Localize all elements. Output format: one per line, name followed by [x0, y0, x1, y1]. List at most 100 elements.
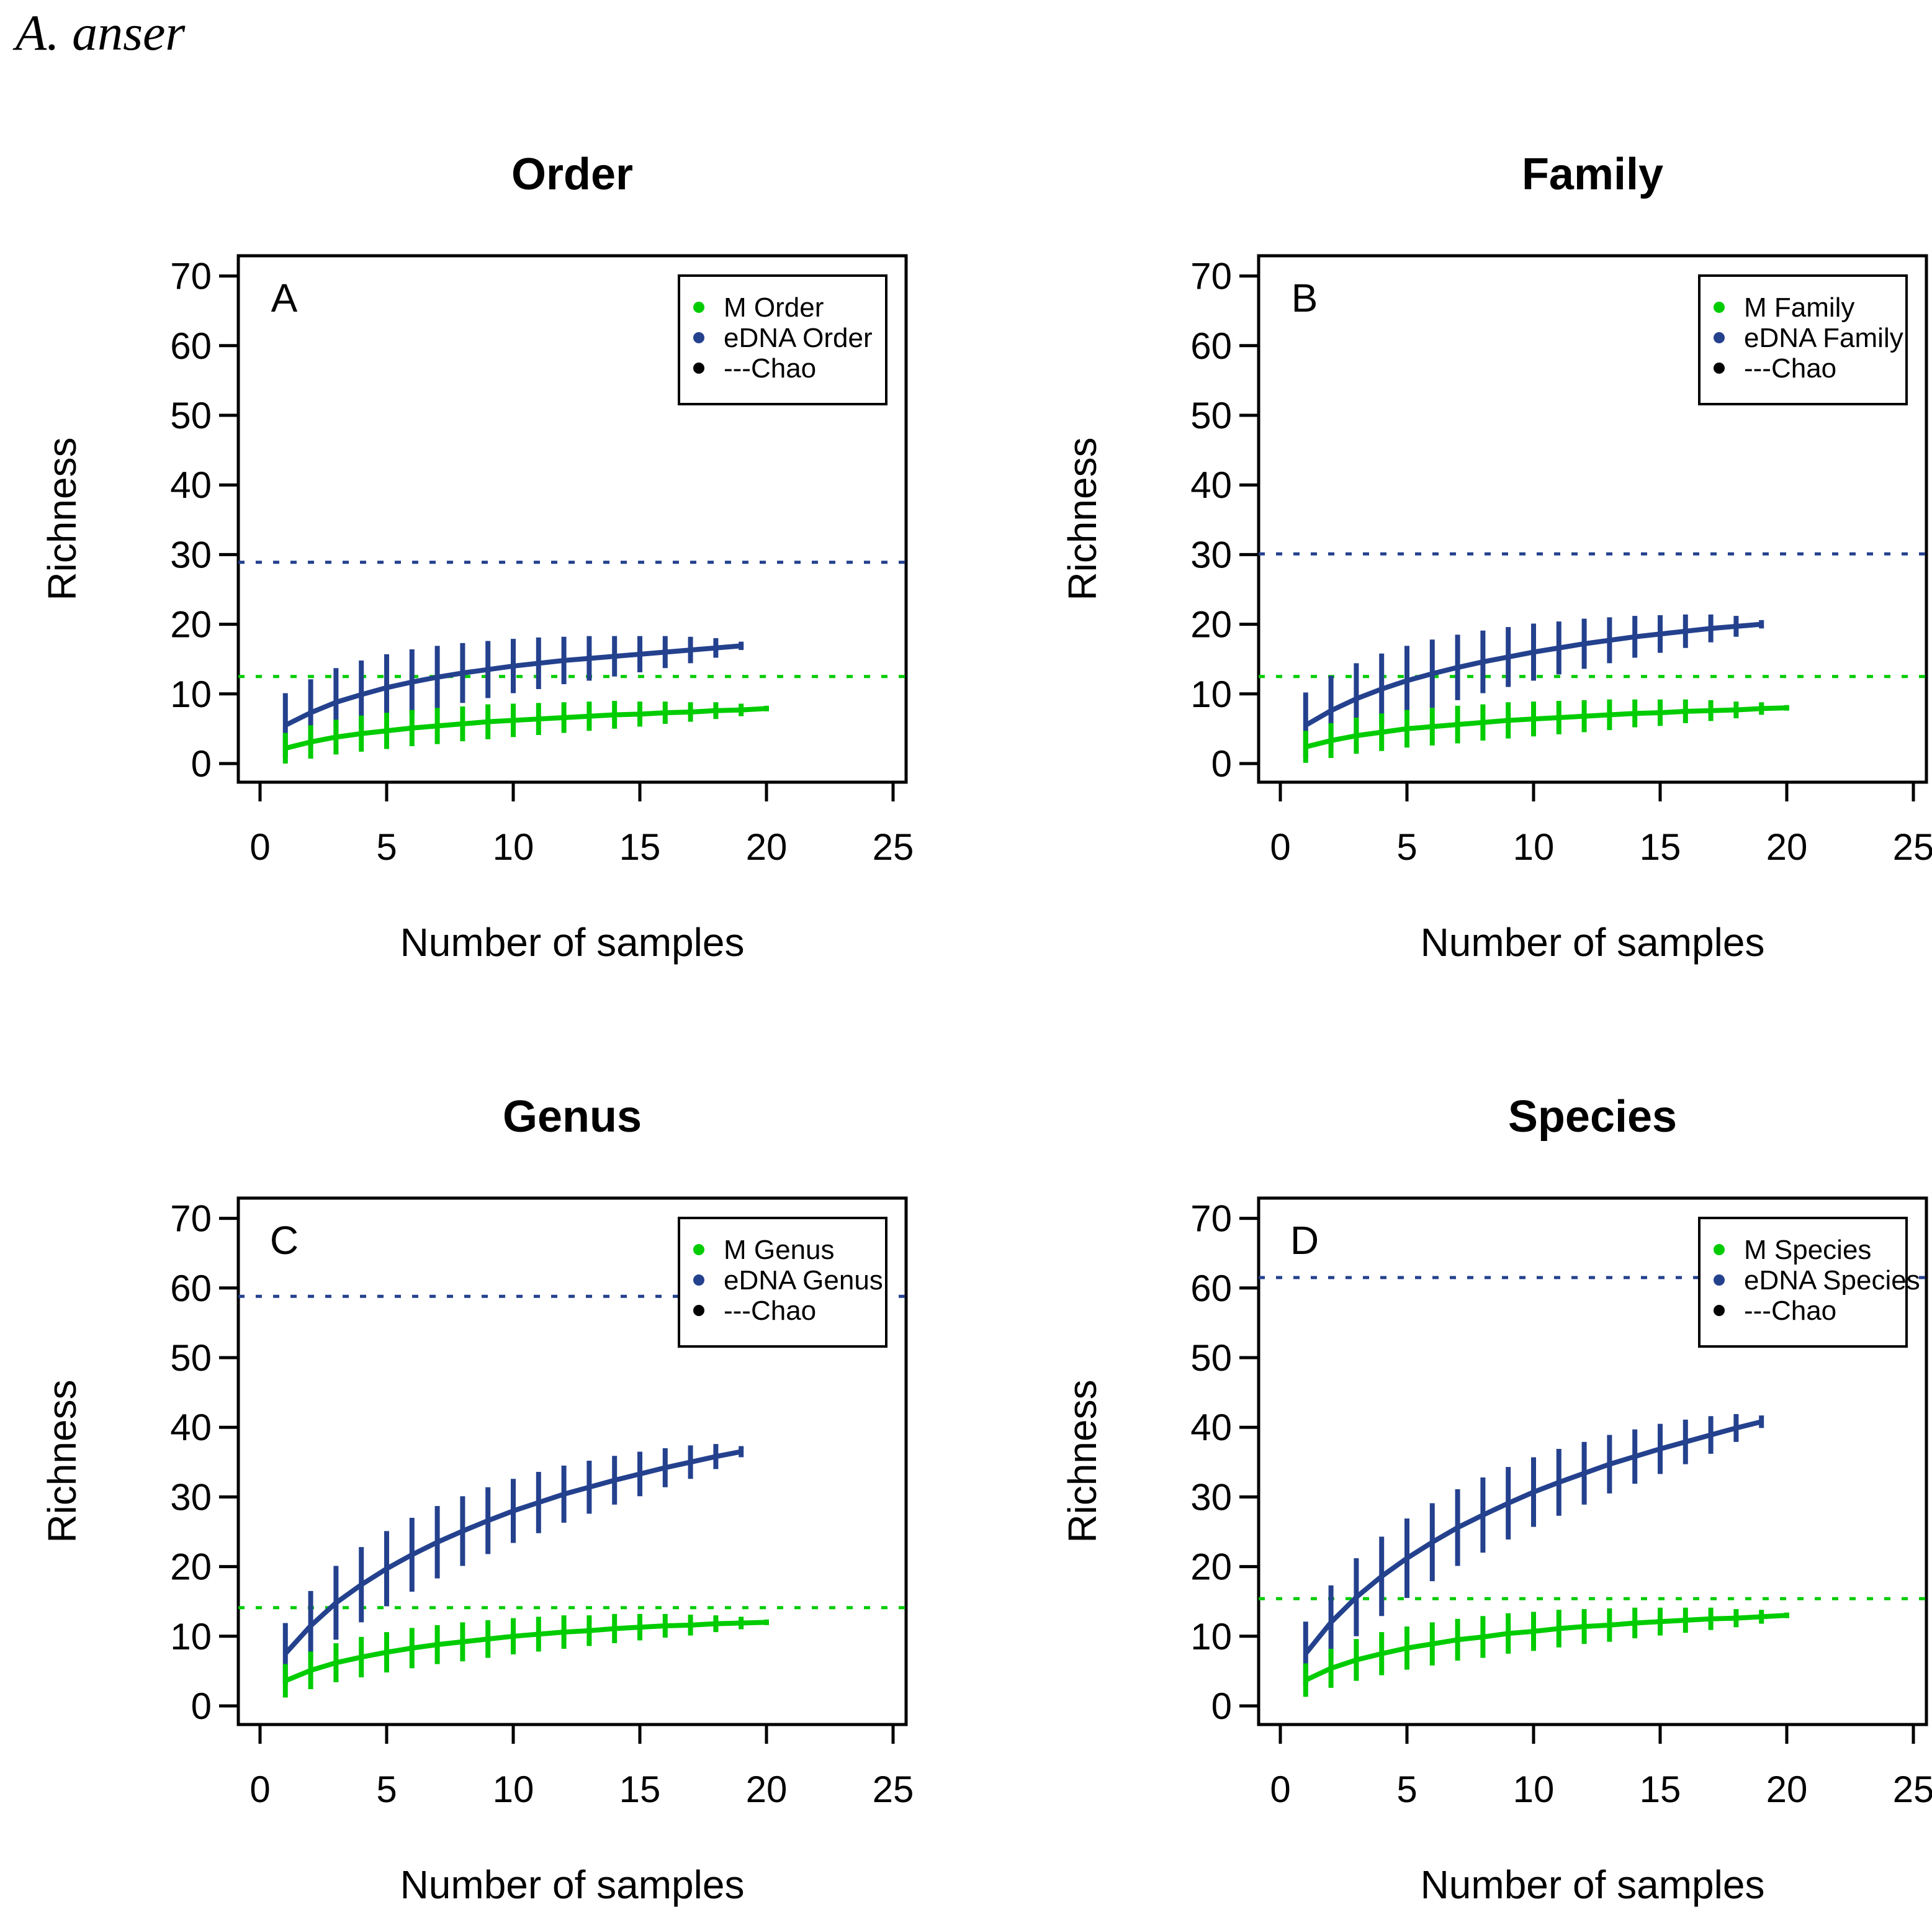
- series-edna-species: [1303, 1414, 1764, 1686]
- y-tick-label: 70: [170, 256, 212, 297]
- x-tick-label: 10: [1513, 826, 1555, 868]
- y-tick-label: 70: [1190, 1198, 1232, 1240]
- legend-dot-icon: [1714, 302, 1725, 313]
- y-tick-label: 60: [170, 1268, 212, 1309]
- accumulation-curve: [1304, 621, 1762, 728]
- x-tick-label: 5: [376, 1769, 397, 1810]
- x-tick-label: 20: [746, 1769, 788, 1810]
- y-tick-label: 20: [170, 1546, 212, 1588]
- legend-dot-icon: [693, 1274, 704, 1286]
- y-tick-label: 0: [1211, 1685, 1232, 1727]
- y-tick-label: 50: [170, 395, 212, 436]
- y-tick-label: 0: [191, 1685, 212, 1727]
- species-title: A. anser: [16, 4, 186, 61]
- panel-letter: C: [270, 1218, 299, 1263]
- legend-dot-icon: [1714, 1305, 1725, 1316]
- y-tick-label: 30: [1190, 1476, 1232, 1518]
- x-tick-label: 5: [1396, 1769, 1417, 1810]
- y-tick-label: 10: [170, 674, 212, 715]
- legend-label: M Genus: [724, 1235, 835, 1265]
- x-tick-label: 0: [1270, 826, 1290, 868]
- x-tick-label: 10: [493, 826, 534, 868]
- legend-dot-icon: [693, 1244, 704, 1255]
- y-axis-label: Richness: [40, 1379, 84, 1543]
- legend-label: M Family: [1744, 292, 1854, 323]
- series-m-family: [1303, 699, 1789, 763]
- x-tick-label: 15: [619, 826, 661, 868]
- accumulation-curve: [284, 1620, 767, 1684]
- x-tick-label: 25: [1893, 826, 1932, 868]
- legend-dot-icon: [693, 1305, 704, 1316]
- y-tick-label: 50: [170, 1337, 212, 1379]
- x-tick-label: 20: [1766, 1769, 1808, 1810]
- legend-box: [1698, 1217, 1908, 1348]
- legend-dot-icon: [1714, 1274, 1725, 1286]
- x-tick-label: 5: [1396, 826, 1417, 868]
- plot-box: [236, 254, 908, 784]
- y-tick-label: 40: [170, 1407, 212, 1448]
- legend-box: [678, 1217, 887, 1348]
- y-tick-label: 0: [1211, 743, 1232, 785]
- x-tick-label: 25: [1893, 1769, 1932, 1810]
- y-tick-label: 40: [1190, 1407, 1232, 1448]
- x-tick-label: 25: [873, 1769, 914, 1810]
- legend-dot-icon: [1714, 332, 1725, 343]
- panel-species-chart: Species 0 10 20 30 40 50 60 70 0 5 10 15 20 25 Number o…: [1060, 1092, 1932, 1907]
- y-tick-label: 30: [170, 1476, 212, 1518]
- y-tick-label: 50: [1190, 395, 1232, 436]
- y-tick-label: 60: [170, 325, 212, 367]
- y-tick-label: 20: [1190, 1546, 1232, 1588]
- y-tick-label: 40: [1190, 464, 1232, 506]
- series-m-genus: [282, 1613, 769, 1698]
- accumulation-curve: [283, 1449, 742, 1656]
- x-axis-label: Number of samples: [400, 1862, 745, 1907]
- y-axis-label: Richness: [1060, 1379, 1105, 1543]
- x-tick-label: 15: [1640, 1769, 1681, 1810]
- y-tick-label: 40: [170, 464, 212, 506]
- legend-label: eDNA Family: [1744, 323, 1903, 353]
- series-m-order: [282, 701, 769, 764]
- panel-letter: A: [271, 276, 298, 320]
- panel-letter: B: [1292, 276, 1318, 320]
- series-m-species: [1303, 1607, 1789, 1697]
- legend-dot-icon: [693, 363, 704, 374]
- panel-title: Species: [1508, 1092, 1677, 1142]
- x-tick-label: 0: [249, 826, 270, 868]
- x-tick-label: 0: [1270, 1769, 1290, 1810]
- legend-dot-icon: [693, 302, 704, 313]
- x-tick-label: 0: [249, 1769, 270, 1810]
- y-axis-label: Richness: [1060, 437, 1105, 600]
- panel-title: Genus: [503, 1092, 642, 1142]
- accumulation-curve: [1305, 705, 1787, 749]
- legend-box: [1698, 274, 1908, 405]
- legend-label: ---Chao: [1744, 353, 1836, 384]
- plot-box: [1257, 1196, 1928, 1726]
- y-tick-label: 50: [1190, 1337, 1232, 1379]
- legend-box: [678, 274, 887, 405]
- legend-label: M Order: [724, 292, 824, 323]
- panel-order-chart: Order 0 10 20 30 40 50 60 70 0 5 10 15 20 25 Number of …: [40, 150, 914, 965]
- y-tick-label: 20: [170, 604, 212, 646]
- y-tick-label: 20: [1190, 604, 1232, 646]
- series-edna-family: [1303, 614, 1764, 759]
- legend-dot-icon: [1714, 363, 1725, 374]
- accumulation-curve: [1305, 1613, 1787, 1683]
- x-tick-label: 15: [619, 1769, 661, 1810]
- legend-dot-icon: [693, 332, 704, 343]
- legend-label: ---Chao: [724, 1296, 816, 1326]
- x-tick-label: 20: [1766, 826, 1808, 868]
- legend-label: M Species: [1744, 1235, 1871, 1265]
- panel-family-chart: Family 0 10 20 30 40 50 60 70 0 5 10 15 20 25 Number of…: [1060, 150, 1932, 965]
- y-tick-label: 10: [1190, 1616, 1232, 1657]
- accumulation-curve: [284, 643, 742, 728]
- y-tick-label: 70: [1190, 256, 1232, 297]
- panel-letter: D: [1290, 1218, 1319, 1263]
- y-tick-label: 60: [1190, 325, 1232, 367]
- y-tick-label: 70: [170, 1198, 212, 1240]
- y-axis-label: Richness: [40, 437, 84, 600]
- legend-label: eDNA Species: [1744, 1265, 1920, 1296]
- panel-genus-chart: Genus 0 10 20 30 40 50 60 70 0 5 10 15 20 25 Number of …: [40, 1092, 914, 1907]
